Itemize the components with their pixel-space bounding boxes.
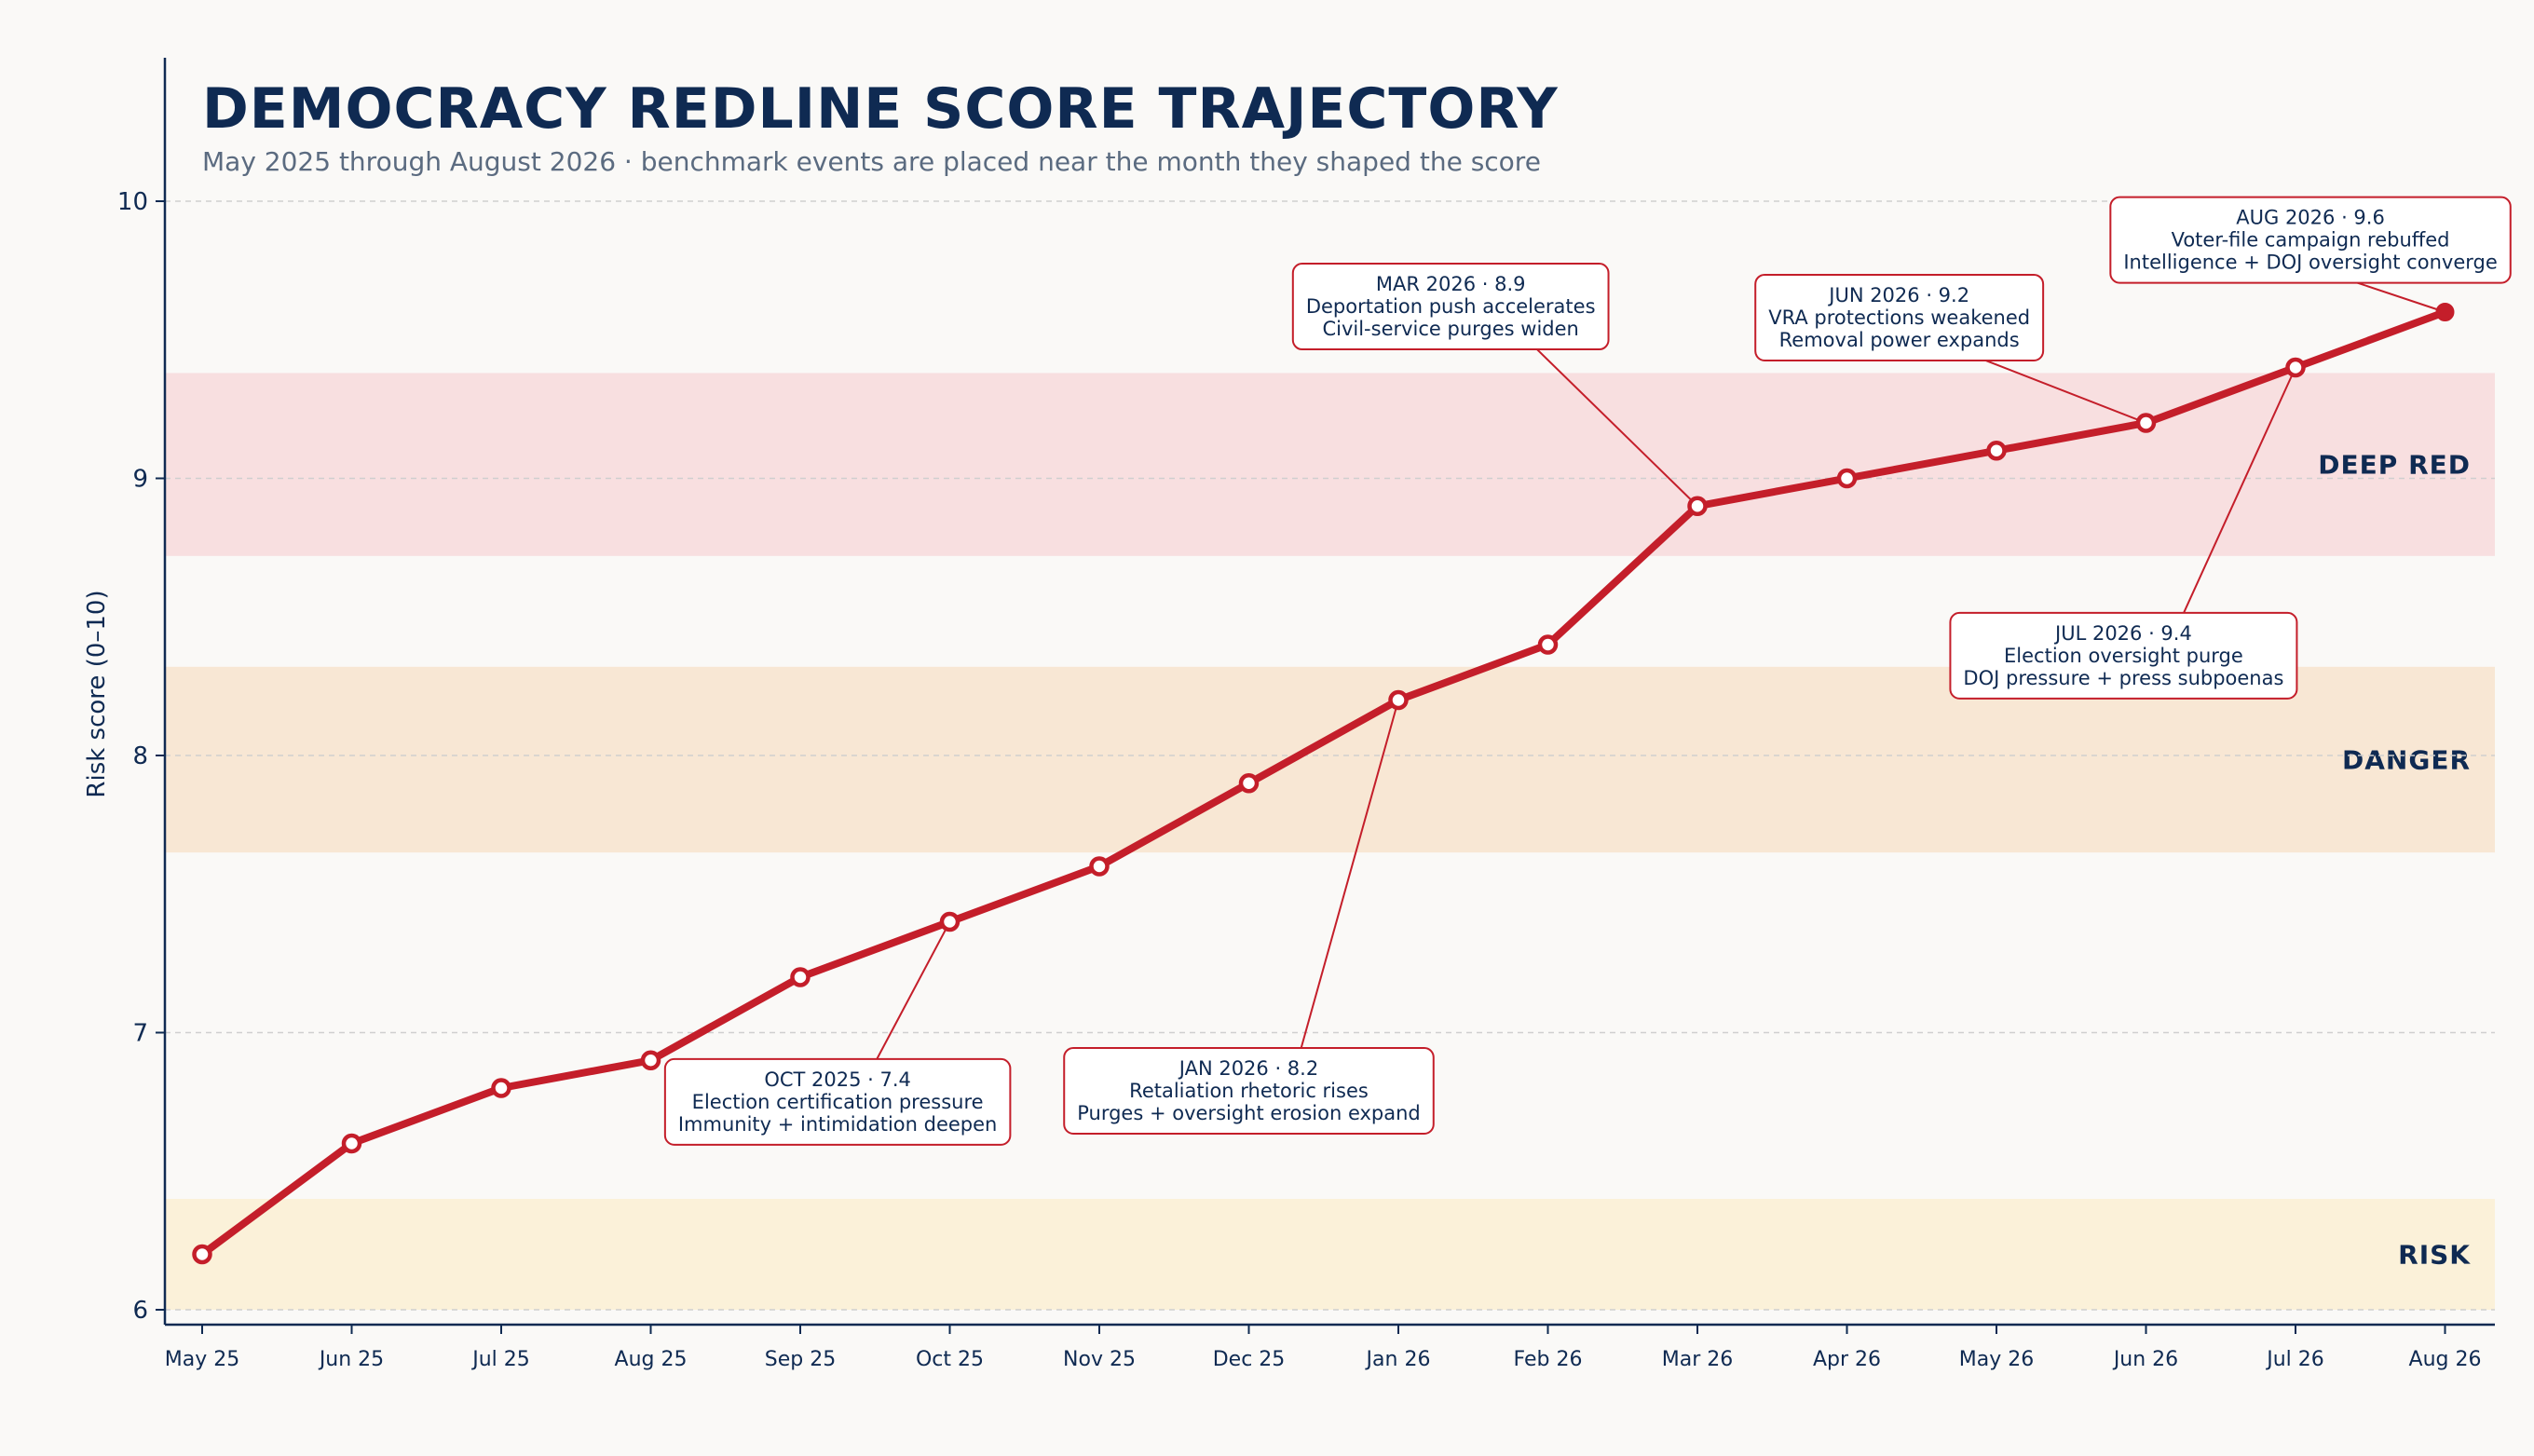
- x-tick-label: May 25: [165, 1348, 239, 1371]
- data-point: [1836, 468, 1858, 489]
- data-point: [491, 1078, 511, 1098]
- x-tick-label: Jun 25: [318, 1348, 384, 1371]
- y-tick-label: 9: [132, 466, 148, 494]
- data-point: [2135, 413, 2157, 433]
- x-tick-label: Aug 25: [615, 1348, 688, 1371]
- annotation-leader: [2357, 281, 2445, 313]
- x-tick-label: May 26: [1959, 1348, 2034, 1371]
- annotation-heading: OCT 2025 · 7.4: [764, 1068, 911, 1091]
- gridlines: [165, 200, 2495, 1311]
- x-tick-label: Nov 25: [1063, 1348, 1136, 1371]
- data-point: [790, 967, 811, 987]
- x-tick-label: Jul 25: [470, 1348, 530, 1371]
- data-point: [1238, 773, 1260, 794]
- x-tick-label: Oct 25: [916, 1348, 984, 1371]
- annotation-box: [1754, 273, 2045, 361]
- data-point: [2285, 357, 2306, 378]
- x-tick-label: Mar 26: [1662, 1348, 1734, 1371]
- y-tick-label: 10: [117, 188, 148, 216]
- series-line-path: [198, 308, 2449, 1259]
- annotation-line: Removal power expands: [1779, 329, 2020, 351]
- annotation-heading: JUN 2026 · 9.2: [1827, 284, 1969, 306]
- annotation-leader: [1985, 360, 2146, 424]
- x-tick-label: Jan 26: [1365, 1348, 1431, 1371]
- x-tick-label: Jul 26: [2265, 1348, 2324, 1371]
- annotation-line: Election certification pressure: [692, 1091, 984, 1113]
- annotation-line: Civil-service purges widen: [1322, 318, 1578, 340]
- x-tick-label: Sep 25: [765, 1348, 836, 1371]
- annotation-heading: JAN 2026 · 8.2: [1178, 1057, 1318, 1080]
- annotation-line: Immunity + intimidation deepen: [678, 1113, 998, 1136]
- data-point: [939, 911, 960, 932]
- x-tick-label: Aug 26: [2409, 1348, 2482, 1371]
- annotation-line: VRA protections weakened: [1768, 306, 2030, 329]
- data-point: [2435, 303, 2455, 321]
- y-tick-label: 8: [132, 742, 148, 770]
- annotation-line: DOJ pressure + press subpoenas: [1963, 667, 2283, 689]
- band-label-risk: RISK: [2398, 1240, 2471, 1271]
- x-tick-label: Feb 26: [1514, 1348, 1583, 1371]
- annotation-line: Purges + oversight erosion expand: [1077, 1102, 1421, 1124]
- x-tick-label: Jun 26: [2112, 1348, 2178, 1371]
- band-label-deep-red: DEEP RED: [2318, 450, 2471, 481]
- annotation-line: Election oversight purge: [2004, 645, 2243, 667]
- x-tick-label: Dec 25: [1213, 1348, 1286, 1371]
- annotation-heading: MAR 2026 · 8.9: [1376, 273, 1526, 295]
- annotation-box: [663, 1057, 1012, 1146]
- annotation-heading: AUG 2026 · 9.6: [2236, 207, 2385, 229]
- chart-subtitle: May 2025 through August 2026 · benchmark…: [202, 146, 1541, 177]
- annotation-leader: [2183, 367, 2296, 614]
- annotation-leaders: [876, 281, 2445, 1060]
- data-point: [1986, 441, 2007, 461]
- x-tick-label: Apr 26: [1813, 1348, 1881, 1371]
- annotation-line: Voter-file campaign rebuffed: [2172, 229, 2450, 252]
- band-risk: [165, 1199, 2495, 1310]
- annotation-leader: [876, 921, 951, 1060]
- axes: 6 7 8 9 10 May 25 Jun 25 Jul 25 Aug 25 Sep 25 Oct …: [117, 58, 2495, 1371]
- y-tick-label: 7: [132, 1020, 148, 1048]
- annotation-box: [1949, 611, 2298, 700]
- data-point: [1687, 496, 1708, 516]
- annotation-box: [1063, 1046, 1435, 1135]
- score-bands: RISK DANGER DEEP RED: [165, 373, 2495, 1310]
- data-point: [1089, 856, 1110, 877]
- y-axis-label: Risk score (0–10): [83, 590, 111, 797]
- annotation-line: Retaliation rhetoric rises: [1129, 1080, 1369, 1102]
- annotation-leader: [1300, 700, 1399, 1049]
- annotation-box: [2109, 196, 2512, 284]
- band-label-danger: DANGER: [2342, 744, 2471, 775]
- data-point: [1537, 634, 1559, 655]
- annotation-leader: [1536, 348, 1698, 507]
- chart-title: DEMOCRACY REDLINE SCORE TRAJECTORY: [202, 76, 1559, 142]
- annotation-heading: JUL 2026 · 9.4: [2053, 622, 2192, 645]
- data-point: [192, 1244, 212, 1265]
- series-line: [192, 303, 2455, 1265]
- y-tick-label: 6: [132, 1297, 148, 1325]
- annotation-line: Deportation push accelerates: [1306, 295, 1596, 318]
- data-point: [1388, 689, 1409, 711]
- annotation-line: Intelligence + DOJ oversight converge: [2123, 252, 2497, 274]
- band-deep-red: [165, 373, 2495, 556]
- annotation-box: [1291, 263, 1610, 351]
- data-point: [640, 1050, 661, 1070]
- data-point: [341, 1133, 362, 1154]
